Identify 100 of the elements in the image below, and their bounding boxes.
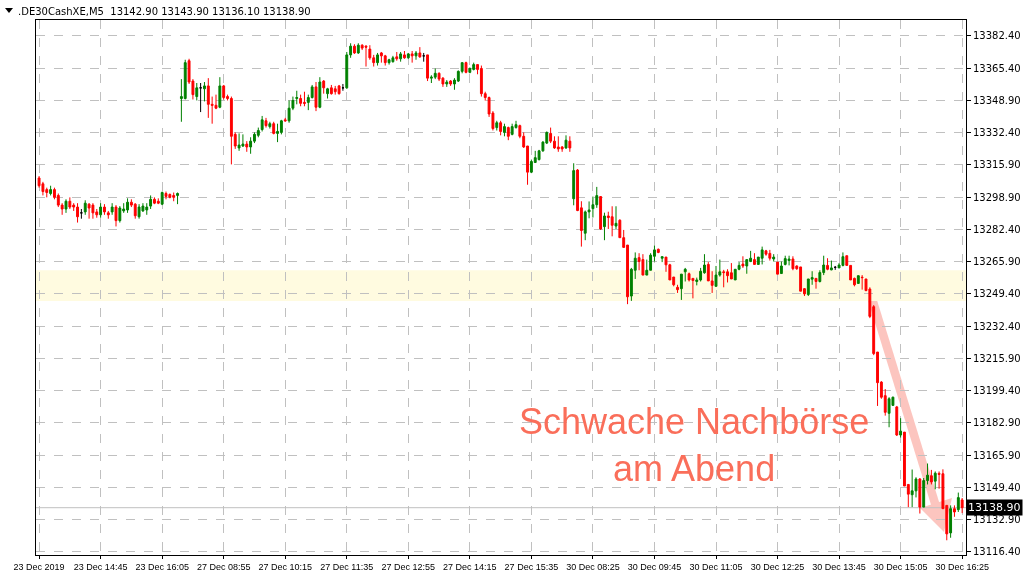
- candlestick: [568, 135, 572, 153]
- candlestick: [660, 256, 664, 263]
- x-tick-label: 27 Dec 15:35: [504, 561, 559, 572]
- candlestick: [445, 79, 449, 88]
- candlestick: [264, 117, 268, 129]
- y-tick-label: 13116.40: [973, 545, 1021, 557]
- candlestick: [133, 202, 137, 220]
- candlestick: [222, 84, 226, 100]
- candlestick: [403, 50, 406, 60]
- y-tick-label: 13348.90: [973, 95, 1021, 107]
- candlestick: [268, 121, 272, 130]
- candlestick: [172, 192, 176, 202]
- x-tick-label: 30 Dec 09:45: [627, 561, 682, 572]
- candlestick: [814, 277, 818, 290]
- candlestick: [753, 252, 756, 265]
- candlestick: [414, 50, 418, 61]
- candlestick: [126, 197, 129, 214]
- candlestick: [572, 162, 576, 206]
- candlestick: [337, 84, 341, 96]
- candlestick: [610, 205, 614, 237]
- candlestick: [656, 248, 660, 254]
- candlestick: [953, 504, 956, 518]
- candlestick: [164, 191, 168, 200]
- candlestick: [956, 492, 960, 513]
- y-tick-label: 13382.40: [973, 30, 1021, 42]
- candlestick: [856, 275, 860, 284]
- y-tick-label: 13165.90: [973, 449, 1021, 461]
- candlestick: [118, 205, 122, 224]
- candlestick: [153, 196, 156, 205]
- y-tick-label: 13282.40: [973, 224, 1021, 236]
- candlestick: [195, 82, 199, 101]
- candlestick: [49, 185, 53, 196]
- candlestick: [764, 249, 768, 257]
- candlestick: [322, 79, 326, 95]
- candlestick: [249, 136, 253, 155]
- candlestick: [929, 469, 933, 485]
- candlestick: [768, 249, 772, 262]
- candlestick: [760, 246, 764, 265]
- candlestick: [783, 255, 787, 266]
- candlestick: [679, 273, 683, 301]
- y-tick-label: 13332.40: [973, 127, 1021, 139]
- candlestick: [260, 115, 264, 132]
- candlestick: [203, 81, 206, 102]
- x-tick-label: 30 Dec 13:45: [812, 561, 866, 572]
- candlestick: [910, 469, 914, 508]
- candlestick: [960, 497, 964, 514]
- candlestick: [799, 266, 803, 292]
- candlestick: [641, 253, 645, 276]
- candlestick: [383, 54, 387, 67]
- x-tick-label: 27 Dec 08:55: [196, 561, 251, 572]
- x-tick-label: 23 Dec 16:05: [135, 561, 189, 572]
- candlestick: [676, 284, 679, 294]
- chart-title: .DE30CashXE,M5 13142.90 13143.90 13136.10 13138.90: [18, 5, 311, 17]
- candlestick: [91, 202, 95, 220]
- candlestick: [887, 396, 891, 428]
- candlestick: [395, 51, 399, 62]
- x-tick-label: 30 Dec 12:25: [750, 561, 805, 572]
- candlestick: [503, 123, 506, 137]
- x-tick-label: 27 Dec 10:15: [258, 561, 312, 572]
- candlestick: [899, 417, 903, 439]
- ref-line-label: 13138.90: [968, 501, 1021, 514]
- candlestick: [433, 67, 437, 80]
- candlestick: [826, 257, 829, 271]
- y-tick-label: 13298.90: [973, 192, 1021, 204]
- candlestick: [468, 66, 472, 74]
- candlestick: [895, 405, 899, 437]
- candlestick: [326, 87, 329, 100]
- y-tick-label: 13182.90: [973, 416, 1021, 428]
- x-tick-label: 23 Dec 2019: [13, 561, 65, 572]
- candlestick: [199, 82, 203, 113]
- candlestick: [729, 262, 733, 280]
- candlestick: [791, 255, 795, 271]
- x-tick-label: 30 Dec 11:05: [689, 561, 743, 572]
- x-tick-label: 27 Dec 12:55: [381, 561, 436, 572]
- candlestick: [918, 477, 922, 515]
- y-tick-label: 13315.90: [973, 159, 1021, 171]
- y-tick-label: 13199.40: [973, 384, 1021, 396]
- candlestick: [510, 123, 514, 136]
- candlestick: [479, 65, 483, 98]
- candlestick: [229, 96, 233, 165]
- candlestick: [176, 192, 179, 205]
- candlestick: [83, 199, 87, 216]
- x-tick-label: 27 Dec 11:35: [320, 561, 374, 572]
- candlestick: [283, 117, 287, 123]
- candlestick: [949, 504, 953, 539]
- candlestick: [299, 94, 303, 107]
- candlestick: [776, 261, 779, 275]
- candlestick: [137, 203, 141, 220]
- candlestick: [399, 51, 403, 63]
- y-tick-label: 13232.40: [973, 320, 1021, 332]
- candlestick: [841, 251, 845, 267]
- candlestick: [276, 123, 279, 143]
- y-tick-label: 13249.40: [973, 288, 1021, 300]
- candlestick: [218, 76, 222, 109]
- candlestick: [495, 120, 499, 131]
- candlestick: [441, 76, 445, 88]
- candlestick: [64, 198, 68, 214]
- candlestick: [287, 99, 291, 124]
- candlestick: [472, 62, 476, 71]
- candlestick: [241, 133, 245, 148]
